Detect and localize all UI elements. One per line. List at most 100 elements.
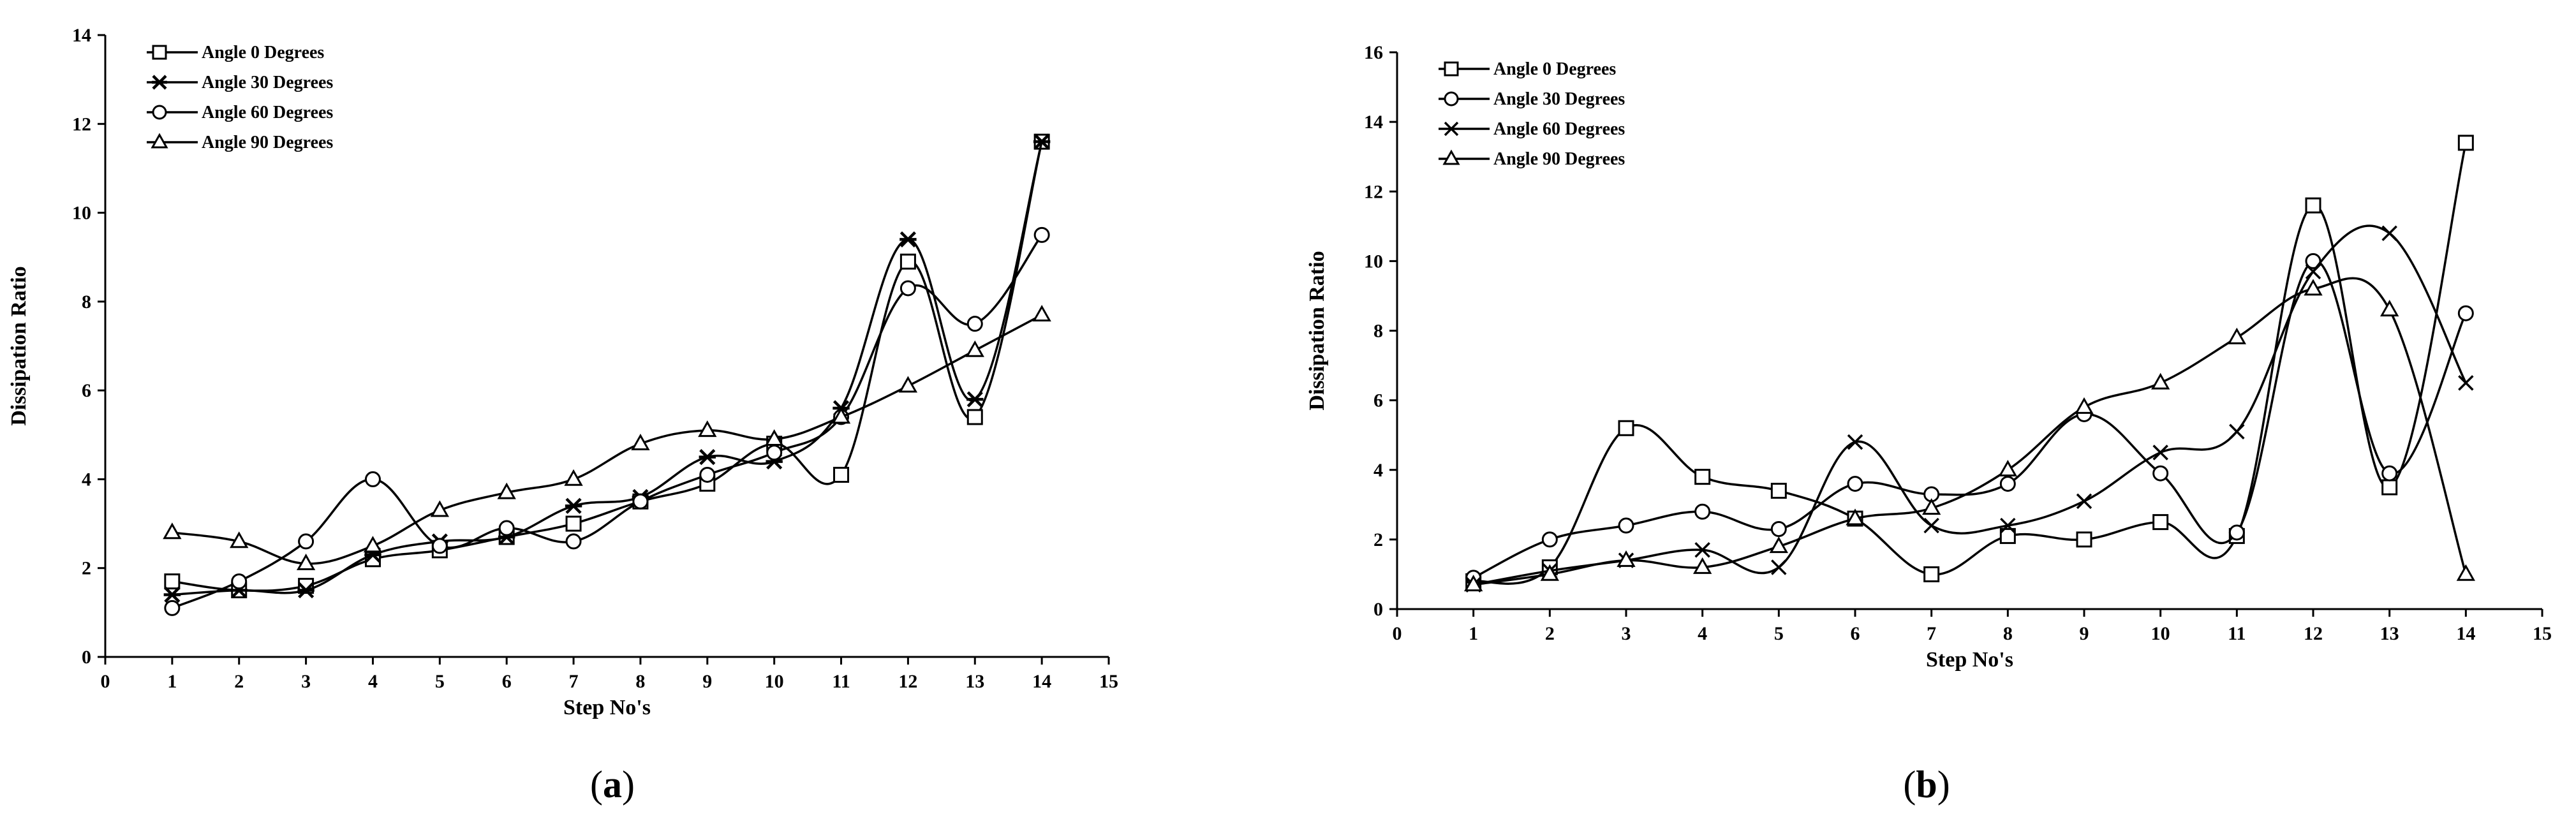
- y-tick-label: 8: [1373, 321, 1383, 342]
- x-tick-label: 14: [2456, 623, 2475, 644]
- data-point: [1618, 420, 1634, 436]
- legend-marker: [152, 105, 167, 120]
- legend-entry: Angle 60 Degrees: [1439, 119, 1625, 139]
- data-point: [2000, 517, 2016, 534]
- y-tick-label: 12: [72, 114, 91, 135]
- y-tick-label: 10: [1364, 251, 1383, 272]
- y-axis-label: Dissipation Ratio: [7, 266, 31, 425]
- data-point: [1032, 305, 1051, 322]
- legend-marker: [1444, 61, 1459, 77]
- y-tick-label: 14: [72, 25, 91, 46]
- legend-entry: Angle 30 Degrees: [1439, 89, 1625, 109]
- x-tick-label: 8: [635, 671, 645, 692]
- legend-marker: [152, 75, 167, 90]
- data-point: [1694, 542, 1710, 558]
- data-point: [899, 253, 916, 270]
- data-point: [297, 582, 315, 599]
- data-point: [163, 522, 182, 540]
- data-point: [2457, 305, 2474, 321]
- x-tick-label: 11: [832, 671, 850, 692]
- x-tick-label: 9: [702, 671, 712, 692]
- legend-marker: [152, 45, 167, 60]
- data-point: [1923, 517, 1939, 534]
- legend-entry: Angle 90 Degrees: [1439, 149, 1625, 169]
- data-point: [231, 573, 248, 590]
- series-triangle: [163, 305, 1051, 571]
- legend-label: Angle 0 Degrees: [1493, 59, 1616, 79]
- data-point: [1921, 498, 1941, 515]
- y-tick-label: 12: [1364, 181, 1383, 202]
- data-point: [2152, 445, 2168, 460]
- data-point: [966, 316, 983, 332]
- y-tick-label: 2: [1373, 529, 1383, 550]
- y-tick-label: 0: [1373, 599, 1383, 620]
- data-point: [164, 573, 181, 590]
- data-point: [1033, 133, 1051, 150]
- data-point: [498, 520, 515, 536]
- series-square: [164, 133, 1050, 599]
- data-point: [965, 340, 984, 357]
- panel-label-b: (b): [1903, 763, 1950, 806]
- data-point: [1033, 226, 1050, 243]
- data-point: [2381, 465, 2398, 482]
- data-point: [1770, 482, 1787, 499]
- data-point: [2305, 263, 2321, 279]
- x-tick-label: 15: [1099, 671, 1118, 692]
- series-triangle: [1463, 277, 2476, 592]
- x-tick-label: 10: [2151, 623, 2170, 644]
- series-circle: [1465, 253, 2474, 586]
- data-point: [565, 533, 582, 550]
- data-point: [298, 533, 315, 550]
- x-tick-label: 6: [1851, 623, 1860, 644]
- series-square: [1465, 135, 2474, 589]
- data-point: [899, 280, 916, 297]
- legend-label: Angle 60 Degrees: [1493, 119, 1625, 139]
- data-point: [833, 466, 850, 483]
- data-point: [1998, 460, 2018, 477]
- data-point: [1541, 531, 1558, 548]
- y-tick-label: 4: [1373, 460, 1383, 481]
- legend-label: Angle 90 Degrees: [1493, 149, 1625, 169]
- data-point: [430, 500, 450, 517]
- data-point: [966, 409, 983, 425]
- data-point: [163, 586, 181, 603]
- y-tick-label: 6: [82, 380, 91, 401]
- series-line: [1472, 260, 2467, 579]
- data-point: [899, 231, 917, 247]
- x-tick-label: 7: [1927, 623, 1936, 644]
- data-point: [766, 445, 783, 461]
- x-tick-label: 0: [1393, 623, 1402, 644]
- series-circle: [164, 226, 1050, 616]
- x-axis-label: Step No's: [1926, 648, 2013, 672]
- data-point: [1923, 566, 1940, 582]
- data-point: [698, 420, 717, 438]
- x-tick-label: 11: [2228, 623, 2246, 644]
- x-tick-label: 10: [765, 671, 784, 692]
- x-tick-label: 15: [2533, 623, 2552, 644]
- legend-label: Angle 30 Degrees: [1493, 89, 1625, 109]
- x-tick-label: 12: [898, 671, 917, 692]
- x-tick-label: 9: [2080, 623, 2089, 644]
- legend-marker: [1444, 91, 1459, 107]
- data-point: [2304, 279, 2323, 296]
- legend-entry: Angle 60 Degrees: [147, 103, 333, 122]
- data-point: [2229, 423, 2245, 439]
- y-tick-label: 10: [72, 203, 91, 224]
- x-tick-label: 6: [502, 671, 512, 692]
- data-point: [2228, 524, 2245, 541]
- data-point: [2076, 531, 2092, 548]
- data-point: [2381, 225, 2397, 241]
- panel-label-a: (a): [590, 763, 635, 806]
- series-line: [172, 314, 1042, 565]
- data-point: [1540, 564, 1560, 581]
- data-point: [631, 434, 650, 451]
- data-point: [1618, 517, 1634, 534]
- y-tick-label: 2: [82, 558, 91, 579]
- series-star: [163, 133, 1051, 603]
- x-tick-label: 3: [301, 671, 311, 692]
- data-point: [632, 493, 649, 510]
- series-line: [172, 141, 1043, 596]
- data-point: [2380, 300, 2399, 317]
- legend-marker: [151, 133, 168, 149]
